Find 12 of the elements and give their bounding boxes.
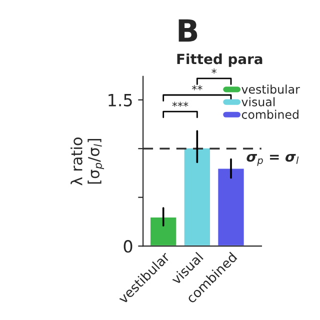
annotation: ** xyxy=(192,85,202,90)
y-axis-title: λ ratio [σ$_{p}$/σ$_{l}$] xyxy=(70,138,104,186)
y-tick-label: 0 xyxy=(124,240,132,253)
chart-title: Fitted para xyxy=(177,53,262,67)
category-label: vestibular xyxy=(242,84,300,94)
text: B xyxy=(178,19,198,42)
category-label: visual xyxy=(242,97,275,106)
ref-line-label: σ$_{p}$ = σ$_{l}$ xyxy=(246,154,299,166)
category-label: combined xyxy=(242,110,298,119)
text: * xyxy=(212,68,217,74)
annotation: *** xyxy=(172,102,188,107)
y-tick-label: 1.5 xyxy=(108,94,132,106)
